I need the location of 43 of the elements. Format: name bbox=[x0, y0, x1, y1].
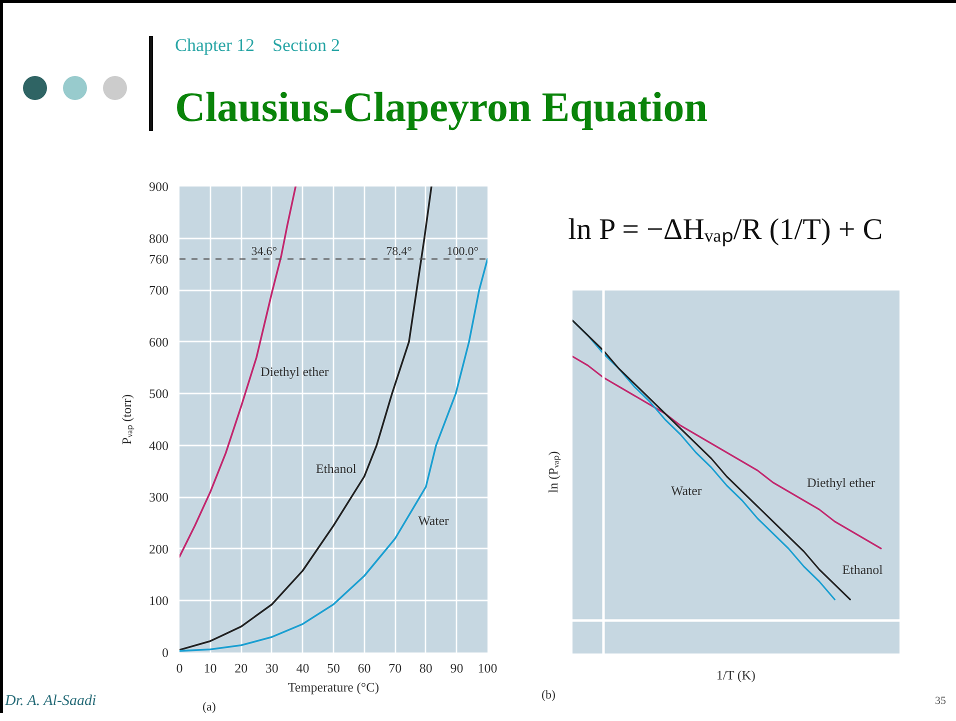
x-tick-label: 60 bbox=[358, 660, 371, 676]
x-tick-label: 40 bbox=[296, 660, 310, 676]
y-axis-title: ln (Pᵥₐₚ) bbox=[546, 451, 562, 493]
text: Dr. A. Al-Saadi bbox=[4, 692, 96, 711]
line-series bbox=[180, 258, 488, 652]
x-axis-title: Temperature (°C) bbox=[288, 680, 380, 694]
series-label: Diethyl ether bbox=[807, 475, 876, 490]
y-axis-title: Pᵥₐₚ (torr) bbox=[119, 394, 135, 445]
text: (b) bbox=[542, 688, 556, 702]
x-tick-label: 80 bbox=[419, 660, 432, 676]
series-label: Ethanol bbox=[842, 562, 884, 577]
y-tick-label: 300 bbox=[149, 490, 168, 505]
x-tick-label: 90 bbox=[450, 660, 464, 676]
chart-subtitle: Chapter 12 Section 2 bbox=[175, 34, 340, 57]
x-tick-label: 30 bbox=[265, 660, 278, 676]
x-axis-title: 1/T (K) bbox=[716, 668, 756, 682]
series-label: Diethyl ether bbox=[260, 364, 330, 379]
text: 35 bbox=[934, 694, 946, 709]
text: (a) bbox=[202, 700, 216, 714]
annotation: 100.0° bbox=[446, 244, 479, 258]
y-tick-label: 600 bbox=[149, 334, 168, 350]
y-tick-label: 0 bbox=[162, 645, 168, 660]
chart-title: Clausius-Clapeyron Equation bbox=[175, 84, 708, 133]
text: ln P = −ΔHᵥₐₚ/R (1/T) + C bbox=[567, 212, 884, 248]
y-tick-label: 400 bbox=[149, 438, 168, 453]
annotation: 78.4° bbox=[386, 244, 412, 258]
series-label: Ethanol bbox=[316, 460, 357, 476]
x-tick-label: 70 bbox=[388, 660, 402, 676]
series-label: Water bbox=[418, 513, 450, 528]
y-tick-label: 200 bbox=[149, 541, 168, 556]
y-tick-label: 100 bbox=[149, 593, 168, 608]
x-tick-label: 0 bbox=[176, 660, 183, 676]
x-tick-label: 50 bbox=[327, 660, 340, 676]
y-tick-label: 700 bbox=[149, 282, 168, 298]
y-tick-label: 500 bbox=[149, 386, 168, 402]
x-tick-label: 20 bbox=[234, 660, 248, 676]
series-label: Water bbox=[671, 483, 702, 498]
x-tick-label: 10 bbox=[204, 660, 217, 676]
x-tick-label: 100 bbox=[478, 660, 498, 676]
ref-line-label: 760 bbox=[149, 251, 168, 266]
y-tick-label: 800 bbox=[149, 230, 168, 246]
y-tick-label: 900 bbox=[149, 179, 168, 194]
annotation: 34.6° bbox=[251, 244, 278, 258]
